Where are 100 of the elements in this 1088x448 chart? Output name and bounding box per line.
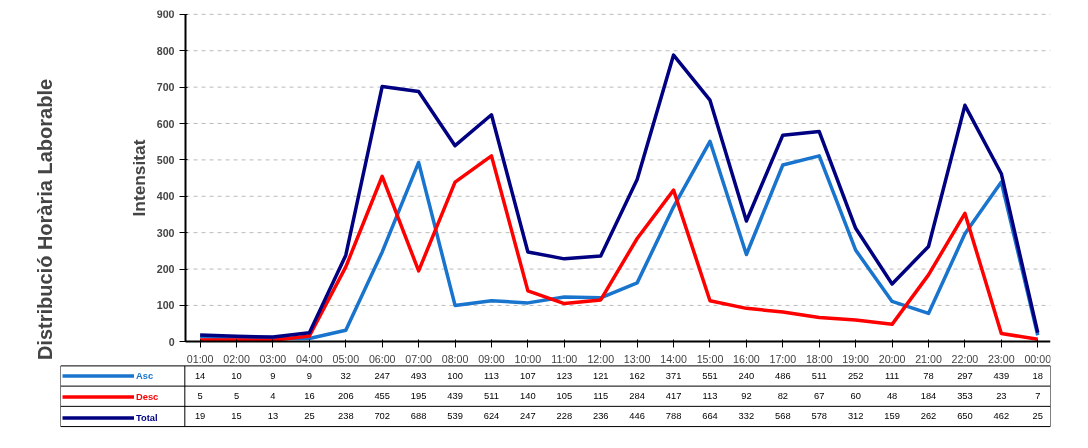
x-tick-label: 16:00: [733, 352, 760, 365]
x-tick-label: 19:00: [842, 352, 870, 365]
y-tick-label: 300: [156, 226, 175, 239]
data-label: 439: [447, 391, 463, 402]
x-tick-label: 03:00: [259, 352, 287, 365]
data-label: 184: [920, 391, 937, 402]
data-label: 5: [233, 391, 240, 402]
data-label: 113: [484, 371, 499, 382]
data-label: 78: [923, 371, 934, 382]
x-tick-label: 14:00: [660, 352, 687, 365]
data-label: 238: [338, 411, 354, 422]
x-tick-label: 20:00: [878, 352, 906, 365]
x-tick-label: 04:00: [296, 352, 323, 365]
data-label: 312: [847, 411, 864, 422]
data-label: 140: [520, 391, 536, 402]
data-label: 664: [702, 411, 718, 422]
data-label: 417: [665, 391, 682, 402]
data-label: 25: [304, 411, 315, 422]
data-label: 568: [775, 411, 791, 422]
data-label: 332: [738, 411, 755, 422]
data-label: 123: [556, 371, 573, 382]
data-label: 551: [702, 371, 718, 382]
y-tick-label: 100: [156, 299, 175, 312]
data-label: 14: [194, 371, 206, 382]
data-label: 353: [957, 391, 973, 402]
data-label: 25: [1032, 411, 1043, 422]
data-label: 121: [592, 371, 609, 382]
x-tick-label: 08:00: [441, 352, 469, 365]
data-label: 162: [629, 371, 645, 382]
x-tick-label: 01:00: [186, 352, 214, 365]
data-label: 578: [811, 411, 828, 422]
x-tick-label: 12:00: [587, 352, 615, 365]
y-tick-label: 0: [168, 335, 175, 348]
data-label: 7: [1035, 391, 1041, 402]
data-label: 9: [306, 371, 312, 382]
data-label: 688: [410, 411, 427, 422]
data-label: 297: [957, 371, 973, 382]
data-label: 107: [520, 371, 536, 382]
x-tick-label: 02:00: [223, 352, 250, 365]
x-tick-label: 18:00: [805, 352, 833, 365]
data-label: 60: [850, 391, 861, 402]
x-tick-label: 10:00: [514, 352, 542, 365]
data-label: 111: [884, 371, 900, 382]
text: Total: [136, 411, 158, 425]
data-label: 4: [270, 391, 276, 402]
data-label: 788: [665, 411, 682, 422]
data-label: 446: [629, 411, 645, 422]
text: Distribució Horària Laborable: [33, 78, 56, 361]
x-tick-label: 21:00: [915, 352, 942, 365]
data-label: 32: [340, 371, 351, 382]
data-label: 439: [993, 371, 1010, 382]
x-tick-label: 23:00: [988, 352, 1015, 365]
data-label: 23: [996, 391, 1007, 402]
x-tick-label: 00:00: [1024, 352, 1052, 365]
data-label: 493: [410, 371, 427, 382]
data-label: 371: [665, 371, 682, 382]
data-label: 702: [374, 411, 391, 422]
x-tick-label: 17:00: [769, 352, 797, 365]
x-tick-label: 11:00: [551, 352, 578, 365]
data-label: 67: [814, 391, 825, 402]
data-label: 16: [304, 391, 315, 402]
data-label: 650: [957, 411, 973, 422]
x-tick-label: 22:00: [951, 352, 979, 365]
data-label: 247: [520, 411, 536, 422]
data-label: 455: [374, 391, 391, 402]
y-tick-label: 600: [156, 117, 175, 130]
y-tick-label: 800: [156, 44, 175, 57]
y-tick-label: 400: [156, 190, 175, 203]
data-label: 511: [811, 371, 827, 382]
data-label: 262: [920, 411, 937, 422]
data-label: 100: [447, 371, 463, 382]
data-label: 5: [197, 391, 203, 402]
data-label: 9: [270, 371, 276, 382]
data-label: 486: [775, 371, 791, 382]
data-label: 48: [886, 391, 898, 402]
data-label: 105: [556, 391, 573, 402]
y-tick-label: 900: [156, 8, 175, 21]
text: Desc: [136, 390, 159, 404]
data-label: 228: [556, 411, 573, 422]
y-tick-label: 200: [156, 263, 175, 276]
x-tick-label: 07:00: [405, 352, 433, 365]
data-label: 206: [338, 391, 354, 402]
y-tick-label: 500: [156, 153, 175, 166]
data-label: 15: [231, 411, 242, 422]
data-label: 624: [483, 411, 500, 422]
data-label: 13: [267, 411, 279, 422]
data-label: 236: [592, 411, 609, 422]
data-label: 284: [629, 391, 645, 402]
text: Asc: [136, 369, 155, 383]
data-label: 19: [194, 411, 206, 422]
y-tick-label: 700: [156, 81, 175, 94]
data-label: 252: [847, 371, 864, 382]
data-label: 247: [374, 371, 391, 382]
data-label: 462: [993, 411, 1010, 422]
data-label: 115: [593, 391, 609, 402]
data-label: 92: [741, 391, 752, 402]
x-tick-label: 15:00: [696, 352, 724, 365]
data-label: 195: [410, 391, 427, 402]
y-axis-title: Intensitat: [128, 139, 149, 217]
x-tick-label: 13:00: [623, 352, 651, 365]
